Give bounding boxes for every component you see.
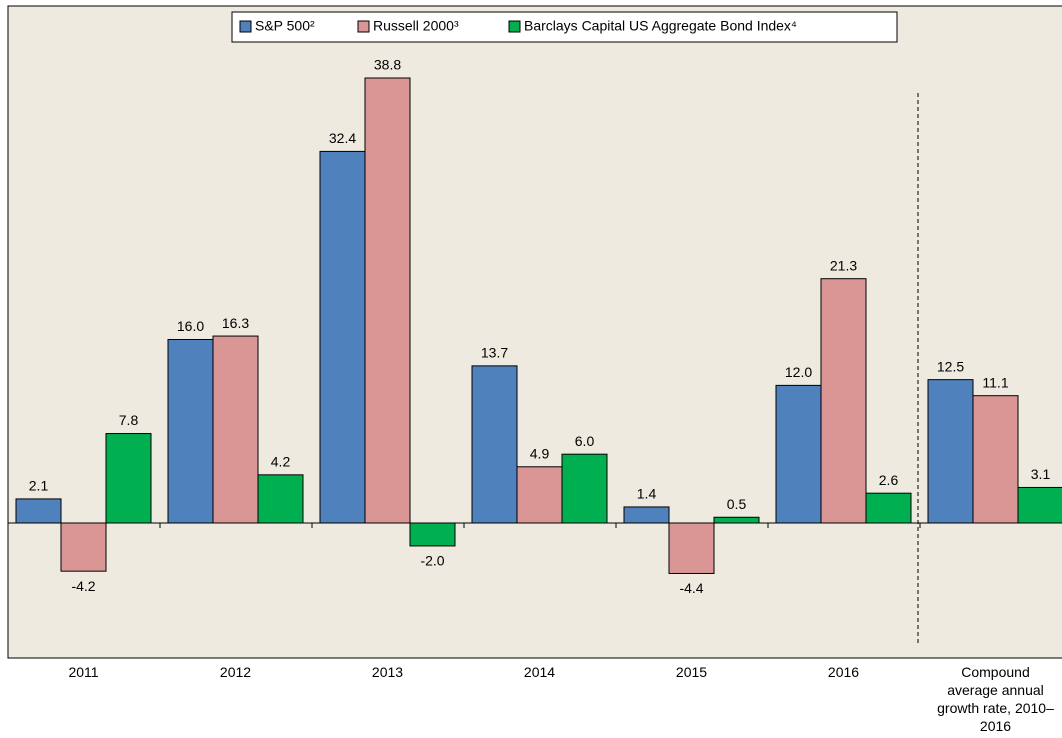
- data-label: 16.0: [177, 318, 204, 334]
- data-label: 21.3: [830, 257, 857, 273]
- x-tick-label: 2011: [68, 664, 99, 680]
- data-label: 11.1: [982, 374, 1008, 390]
- legend-label: Barclays Capital US Aggregate Bond Index…: [524, 18, 797, 34]
- bar: [409, 522, 456, 547]
- x-tick-label: 2016: [827, 664, 860, 680]
- data-label: 13.7: [481, 345, 508, 361]
- x-tick-label: 2014: [523, 664, 556, 680]
- bar: [1017, 486, 1062, 524]
- legend-swatch: [357, 20, 370, 33]
- bar: [713, 516, 760, 524]
- legend: [231, 11, 898, 43]
- data-label: -4.4: [679, 580, 703, 596]
- data-label: 4.2: [271, 454, 291, 470]
- data-label: 7.8: [119, 412, 139, 428]
- x-tick-label: Compound average annual growth rate, 201…: [937, 664, 1054, 734]
- bar: [820, 278, 867, 524]
- data-label: 4.9: [530, 446, 550, 462]
- bar: [15, 498, 62, 524]
- data-label: 1.4: [637, 486, 657, 502]
- bar: [471, 365, 518, 524]
- data-label: 16.3: [222, 315, 249, 331]
- bar: [623, 506, 670, 524]
- bar: [927, 379, 974, 524]
- data-label: 38.8: [374, 57, 401, 73]
- plot-area: [7, 5, 1062, 659]
- bar: [775, 384, 822, 524]
- bar: [212, 335, 259, 524]
- data-label: 32.4: [329, 130, 356, 146]
- legend-label: S&P 500²: [255, 18, 315, 34]
- bar: [516, 466, 563, 524]
- bar: [561, 453, 608, 524]
- data-label: 12.5: [937, 358, 964, 374]
- x-tick-label: 2012: [219, 664, 252, 680]
- data-label: 0.5: [727, 496, 747, 512]
- bar: [364, 77, 411, 524]
- data-label: -4.2: [71, 578, 95, 594]
- bar: [105, 433, 152, 524]
- data-label: -2.0: [420, 553, 444, 569]
- data-label: 2.1: [29, 478, 49, 494]
- bar: [668, 522, 715, 574]
- data-label: 12.0: [785, 364, 812, 380]
- x-tick-label: 2013: [371, 664, 404, 680]
- bar: [865, 492, 912, 524]
- data-label: 2.6: [879, 472, 899, 488]
- data-label: 6.0: [575, 433, 595, 449]
- bar: [257, 474, 304, 524]
- bar: [167, 338, 214, 524]
- data-label: 3.1: [1031, 466, 1051, 482]
- bar: [60, 522, 107, 572]
- bar: [319, 150, 366, 524]
- legend-swatch: [239, 20, 252, 33]
- legend-label: Russell 2000³: [373, 18, 459, 34]
- legend-swatch: [508, 20, 521, 33]
- bar: [972, 395, 1019, 524]
- x-tick-label: 2015: [675, 664, 708, 680]
